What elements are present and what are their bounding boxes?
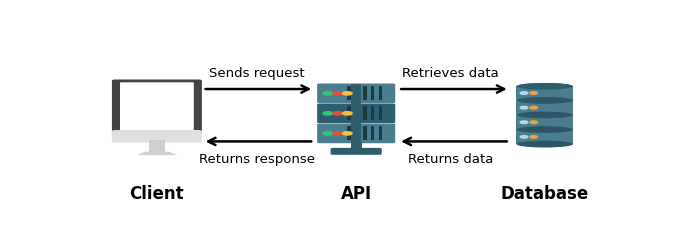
Bar — [355, 126, 359, 140]
FancyBboxPatch shape — [331, 148, 382, 155]
Ellipse shape — [516, 126, 573, 133]
FancyBboxPatch shape — [317, 84, 395, 103]
Bar — [516, 115, 573, 130]
Bar — [371, 126, 375, 140]
Bar — [363, 106, 366, 120]
Circle shape — [530, 106, 537, 109]
Bar — [355, 106, 359, 120]
Bar — [363, 86, 366, 100]
Circle shape — [520, 121, 528, 123]
FancyBboxPatch shape — [317, 123, 395, 143]
Bar — [516, 101, 573, 115]
FancyBboxPatch shape — [120, 82, 194, 131]
Bar — [371, 86, 375, 100]
Bar — [351, 142, 361, 150]
Text: Retrieves data: Retrieves data — [402, 67, 499, 80]
FancyBboxPatch shape — [112, 130, 202, 143]
Ellipse shape — [516, 83, 573, 90]
Text: API: API — [341, 185, 372, 203]
Bar — [352, 85, 361, 142]
Circle shape — [520, 136, 528, 138]
Bar — [348, 126, 351, 140]
Ellipse shape — [516, 83, 573, 90]
Circle shape — [323, 112, 333, 115]
Bar — [379, 126, 382, 140]
Circle shape — [530, 136, 537, 138]
FancyBboxPatch shape — [317, 104, 395, 123]
Ellipse shape — [516, 97, 573, 104]
Circle shape — [530, 121, 537, 123]
Circle shape — [520, 92, 528, 94]
Bar — [516, 130, 573, 144]
Text: Returns response: Returns response — [199, 153, 315, 166]
Bar — [348, 106, 351, 120]
Text: Database: Database — [500, 185, 589, 203]
Circle shape — [323, 92, 333, 95]
Text: Sends request: Sends request — [208, 67, 304, 80]
Bar — [379, 86, 382, 100]
Text: Returns data: Returns data — [408, 153, 493, 166]
Circle shape — [333, 112, 343, 115]
Bar — [355, 86, 359, 100]
Bar — [371, 106, 375, 120]
Text: Client: Client — [129, 185, 184, 203]
Circle shape — [343, 112, 352, 115]
Bar — [379, 106, 382, 120]
Bar — [348, 86, 351, 100]
Ellipse shape — [516, 141, 573, 148]
Ellipse shape — [516, 97, 573, 104]
Circle shape — [530, 92, 537, 94]
Circle shape — [520, 106, 528, 109]
Circle shape — [343, 92, 352, 95]
Bar — [363, 126, 366, 140]
Bar — [149, 140, 165, 152]
Ellipse shape — [516, 112, 573, 119]
Polygon shape — [137, 152, 177, 155]
Ellipse shape — [516, 112, 573, 118]
Circle shape — [323, 132, 333, 135]
Ellipse shape — [516, 127, 573, 133]
Circle shape — [333, 92, 343, 95]
Bar — [516, 86, 573, 100]
FancyBboxPatch shape — [112, 79, 202, 134]
Circle shape — [333, 132, 343, 135]
Circle shape — [343, 132, 352, 135]
